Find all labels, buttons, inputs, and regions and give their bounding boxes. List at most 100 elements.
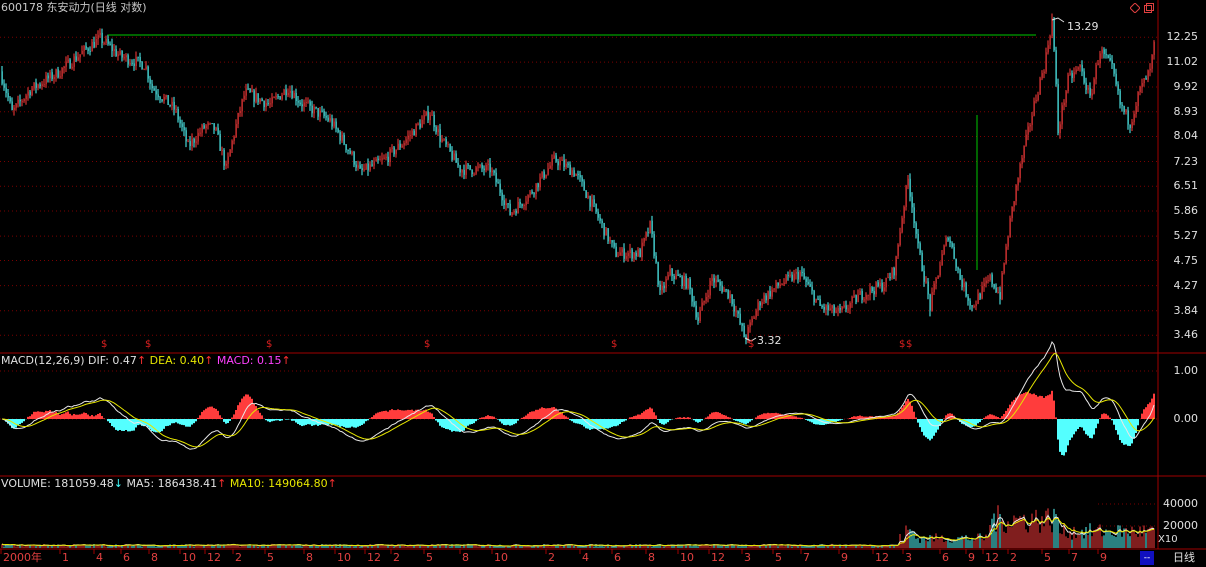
event-marker[interactable]: $ — [424, 339, 431, 350]
candle-body — [671, 268, 673, 276]
period-selector[interactable]: 日线 — [1173, 551, 1195, 564]
event-marker[interactable]: $ — [101, 339, 108, 350]
candle-body — [397, 143, 399, 150]
candle-body — [373, 161, 375, 166]
candle-body — [891, 267, 893, 278]
candle-body — [819, 299, 821, 306]
candle-body — [821, 305, 823, 307]
event-marker[interactable]: $ — [906, 339, 913, 350]
time-axis-label: 9 — [841, 551, 848, 564]
candle-body — [859, 291, 861, 295]
event-marker[interactable]: $ — [899, 339, 906, 350]
candle-body — [377, 158, 379, 161]
candle-body — [133, 63, 135, 67]
candle-body — [917, 233, 919, 244]
candle-body — [993, 284, 995, 288]
candle-body — [379, 159, 381, 161]
event-marker[interactable]: $ — [611, 339, 618, 350]
candle-body — [1153, 41, 1155, 55]
candle-body — [217, 127, 219, 135]
candle-body — [927, 281, 929, 295]
candle-body — [633, 252, 635, 259]
candle-body — [485, 165, 487, 171]
candle-body — [717, 279, 719, 282]
candle-body — [293, 93, 295, 99]
candle-body — [53, 76, 55, 80]
candle-body — [1039, 78, 1041, 95]
candle-body — [871, 287, 873, 292]
candle-body — [693, 301, 695, 306]
candle-body — [55, 69, 57, 77]
candle-body — [837, 307, 839, 312]
candle-body — [721, 285, 723, 292]
candle-body — [371, 164, 373, 166]
time-axis-label: 8 — [151, 551, 158, 564]
candle-body — [587, 195, 589, 198]
candle-body — [643, 238, 645, 243]
candle-body — [61, 67, 63, 77]
candle-body — [577, 173, 579, 175]
candle-body — [1089, 87, 1091, 96]
candle-body — [583, 181, 585, 191]
candle-body — [589, 195, 591, 207]
candle-body — [7, 93, 9, 98]
candle-body — [977, 293, 979, 304]
candle-body — [725, 289, 727, 291]
time-axis-label: 10 — [680, 551, 694, 564]
candle-body — [163, 97, 165, 101]
event-marker[interactable]: $ — [145, 339, 152, 350]
candle-body — [81, 50, 83, 55]
candle-body — [831, 305, 833, 309]
candle-body — [17, 99, 19, 104]
candle-body — [889, 277, 891, 279]
time-axis-label: 2000年 — [3, 551, 42, 564]
candle-body — [151, 83, 153, 89]
candle-body — [77, 57, 79, 61]
candle-body — [1119, 90, 1121, 105]
restore-icon[interactable] — [1144, 3, 1154, 13]
time-axis-label: 4 — [582, 551, 589, 564]
candle-body — [723, 289, 725, 292]
time-axis-label: 12 — [367, 551, 381, 564]
candle-body — [383, 157, 385, 159]
candle-body — [215, 127, 217, 130]
candle-body — [337, 128, 339, 133]
event-marker[interactable]: $ — [748, 339, 755, 350]
candle-body — [925, 281, 927, 283]
candle-body — [205, 125, 207, 129]
candle-body — [613, 242, 615, 247]
candle-body — [839, 307, 841, 310]
candle-body — [287, 92, 289, 96]
candle-body — [969, 300, 971, 306]
candle-body — [19, 99, 21, 102]
macd-panel — [1, 340, 1155, 456]
price-axis-label: 5.86 — [1173, 204, 1199, 218]
scroll-button[interactable]: -- — [1140, 551, 1154, 565]
ma10-arrow: ↑ — [327, 477, 337, 490]
candle-body — [1013, 201, 1015, 207]
candle-body — [845, 305, 847, 310]
candle-body — [307, 101, 309, 103]
candle-body — [469, 165, 471, 170]
diamond-icon[interactable] — [1129, 2, 1141, 14]
candle-body — [35, 82, 37, 88]
candle-body — [169, 105, 171, 107]
candle-body — [1081, 64, 1083, 72]
candle-body — [343, 134, 345, 145]
candle-body — [945, 238, 947, 246]
time-axis-label: 9 — [1100, 551, 1107, 564]
candle-body — [1065, 91, 1067, 103]
candle-body — [559, 160, 561, 166]
candle-body — [637, 249, 639, 257]
candle-body — [439, 129, 441, 142]
event-marker[interactable]: $ — [266, 339, 273, 350]
candle-body — [1033, 101, 1035, 116]
candle-body — [237, 113, 239, 125]
dif-line — [1, 340, 1155, 450]
candle-body — [601, 220, 603, 224]
candle-body — [51, 72, 53, 80]
candle-body — [743, 325, 745, 338]
candle-body — [211, 123, 213, 125]
candle-body — [135, 56, 137, 67]
